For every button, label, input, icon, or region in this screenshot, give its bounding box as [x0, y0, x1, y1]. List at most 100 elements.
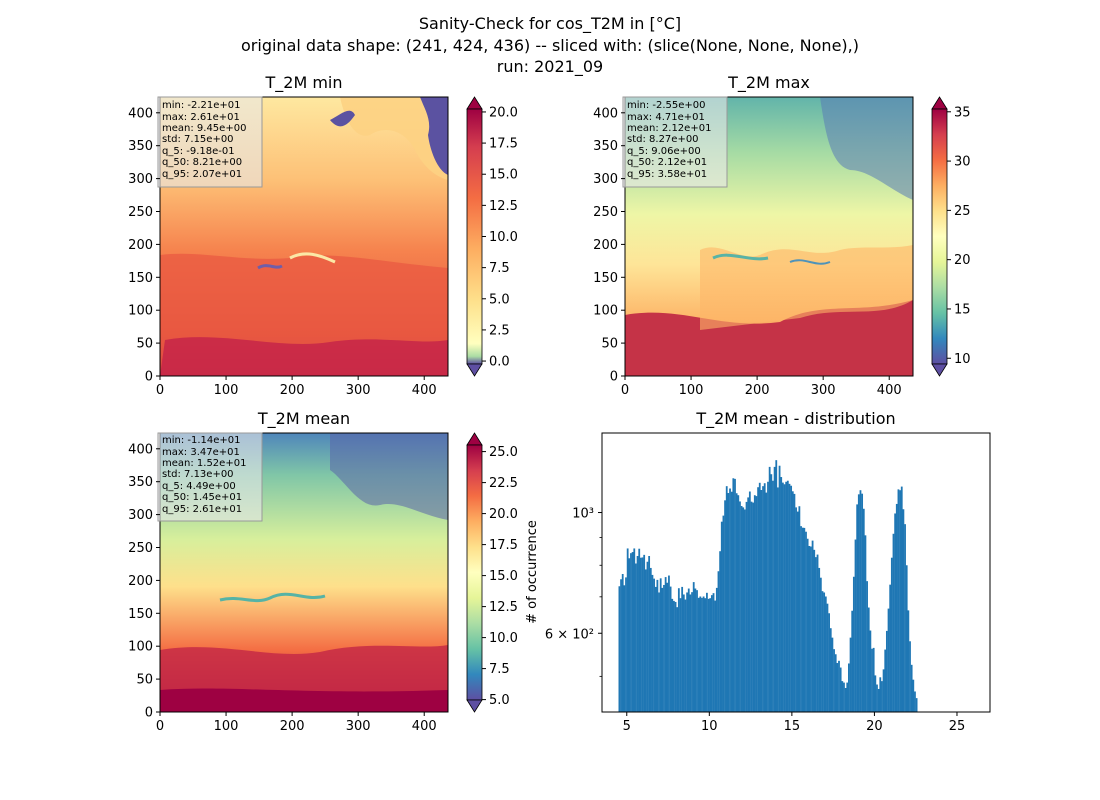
hist-x-tick-label: 5: [623, 719, 631, 734]
hist-bar: [740, 505, 743, 712]
hist-bar: [778, 465, 781, 712]
stats-min-line: std: 7.15e+00: [162, 134, 234, 145]
hist-bar: [838, 660, 840, 712]
x-tick-label: 200: [745, 383, 770, 398]
hist-bar: [869, 630, 872, 712]
hist-bar: [757, 487, 760, 712]
hist-bar: [668, 575, 670, 712]
hist-bar: [676, 607, 679, 712]
hist-bar: [672, 600, 675, 712]
y-tick-label: 100: [593, 304, 618, 319]
hist-bar: [732, 478, 735, 712]
stats-max-line: q_5: 9.06e+00: [627, 146, 701, 157]
hist-bar: [752, 502, 755, 712]
hist-bar: [833, 649, 835, 712]
hist-bar: [651, 574, 654, 712]
hist-bar: [762, 486, 764, 712]
stats-mean-line: min: -1.14e+01: [162, 435, 241, 446]
hist-bar: [910, 664, 913, 712]
hist-bar: [620, 579, 622, 712]
stats-mean-line: std: 7.13e+00: [162, 469, 234, 480]
hist-bar: [884, 649, 887, 712]
y-tick-label: 400: [128, 442, 153, 457]
hist-bar: [790, 485, 793, 712]
hist-bar: [707, 598, 710, 712]
hist-bar: [914, 691, 916, 712]
stats-max-line: mean: 2.12e+01: [627, 123, 711, 134]
map-max: [625, 97, 913, 376]
stats-max-line: q_50: 2.12e+01: [627, 157, 707, 168]
hist-bar: [699, 596, 702, 712]
hist-bar: [844, 687, 847, 712]
stats-max-line: q_95: 3.58e+01: [627, 169, 707, 180]
x-tick-label: 300: [346, 383, 371, 398]
hist-bar: [841, 681, 844, 712]
stats-mean-line: q_50: 1.45e+01: [162, 492, 242, 503]
hist-bar: [899, 490, 901, 712]
hist-bar: [821, 591, 824, 712]
hist-bar: [796, 511, 799, 712]
y-tick-label: 150: [593, 271, 618, 286]
stats-mean-line: q_5: 4.49e+00: [162, 481, 236, 492]
hist-x-tick-label: 15: [784, 719, 801, 734]
hist-bar: [811, 540, 814, 712]
hist-bar: [653, 578, 655, 712]
hist-bar: [641, 557, 644, 712]
colorbar-mean: 5.0 7.5 10.0 12.5 15.0 17.5 20.0 22.5 25.0 # of …: [466, 432, 540, 713]
hist-bar: [839, 667, 842, 712]
hist-bar: [677, 588, 680, 712]
hist-bar: [709, 598, 712, 712]
hist-bar: [777, 487, 779, 712]
colorbar-tick-label: 35: [954, 105, 971, 120]
hist-bar: [791, 491, 794, 712]
hist-bar: [691, 592, 693, 712]
hist-bar: [671, 598, 674, 712]
hist-bar: [864, 535, 867, 712]
hist-bar: [724, 500, 726, 712]
colorbar-tick-label: 25.0: [489, 445, 518, 460]
hist-bar: [689, 594, 692, 712]
hist-bar: [638, 548, 641, 712]
hist-bar: [669, 586, 672, 712]
x-tick-label: 200: [280, 719, 305, 734]
hist-bar: [854, 539, 857, 712]
y-tick-label: 200: [128, 574, 153, 589]
hist-bar: [912, 679, 915, 712]
hist-bar: [848, 663, 850, 712]
x-tick-label: 400: [412, 719, 437, 734]
hist-bar: [745, 501, 748, 712]
hist-bar: [720, 521, 723, 712]
hist-bar: [831, 637, 834, 712]
figure-title-line-2: original data shape: (241, 424, 436) -- …: [241, 36, 859, 55]
colorbar-min: 0.0 2.5 5.0 7.5 10.0 12.5 15.0 17.5 20.0: [466, 96, 518, 377]
panel-hist: T_2M mean - distribution 5 10 15 20 25 10³ 6 ×…: [545, 409, 991, 734]
hist-bar: [704, 598, 707, 712]
hist-bar: [664, 577, 667, 712]
stats-max-line: max: 4.71e+01: [627, 112, 705, 123]
hist-bar: [818, 567, 821, 712]
x-tick-label: 100: [214, 383, 239, 398]
stats-min-line: min: -2.21e+01: [162, 100, 241, 111]
hist-bar: [902, 509, 905, 712]
x-tick-label: 100: [214, 719, 239, 734]
hist-bar: [701, 597, 703, 712]
hist-bar: [843, 682, 845, 712]
axes-max: 0 100 200 300 400 0 50 100 150 200 250 300 350 400: [593, 106, 901, 398]
x-tick-label: 200: [280, 383, 305, 398]
x-tick-label: 400: [877, 383, 902, 398]
x-tick-label: 300: [346, 719, 371, 734]
hist-bar: [803, 527, 806, 712]
stats-min-line: q_95: 2.07e+01: [162, 169, 242, 180]
hist-bar: [772, 480, 774, 712]
hist-bar: [727, 493, 730, 712]
colorbar-tick-label: 20: [954, 253, 971, 268]
hist-bar: [900, 486, 903, 712]
stats-min-line: q_50: 8.21e+00: [162, 157, 242, 168]
hist-bar: [618, 586, 621, 712]
hist-bar: [876, 684, 878, 712]
hist-bar: [621, 573, 624, 712]
hist-bar: [783, 484, 786, 712]
hist-bar: [659, 578, 662, 712]
hist-bar: [682, 594, 685, 712]
colorbar-mean-label: # of occurrence: [525, 520, 540, 624]
